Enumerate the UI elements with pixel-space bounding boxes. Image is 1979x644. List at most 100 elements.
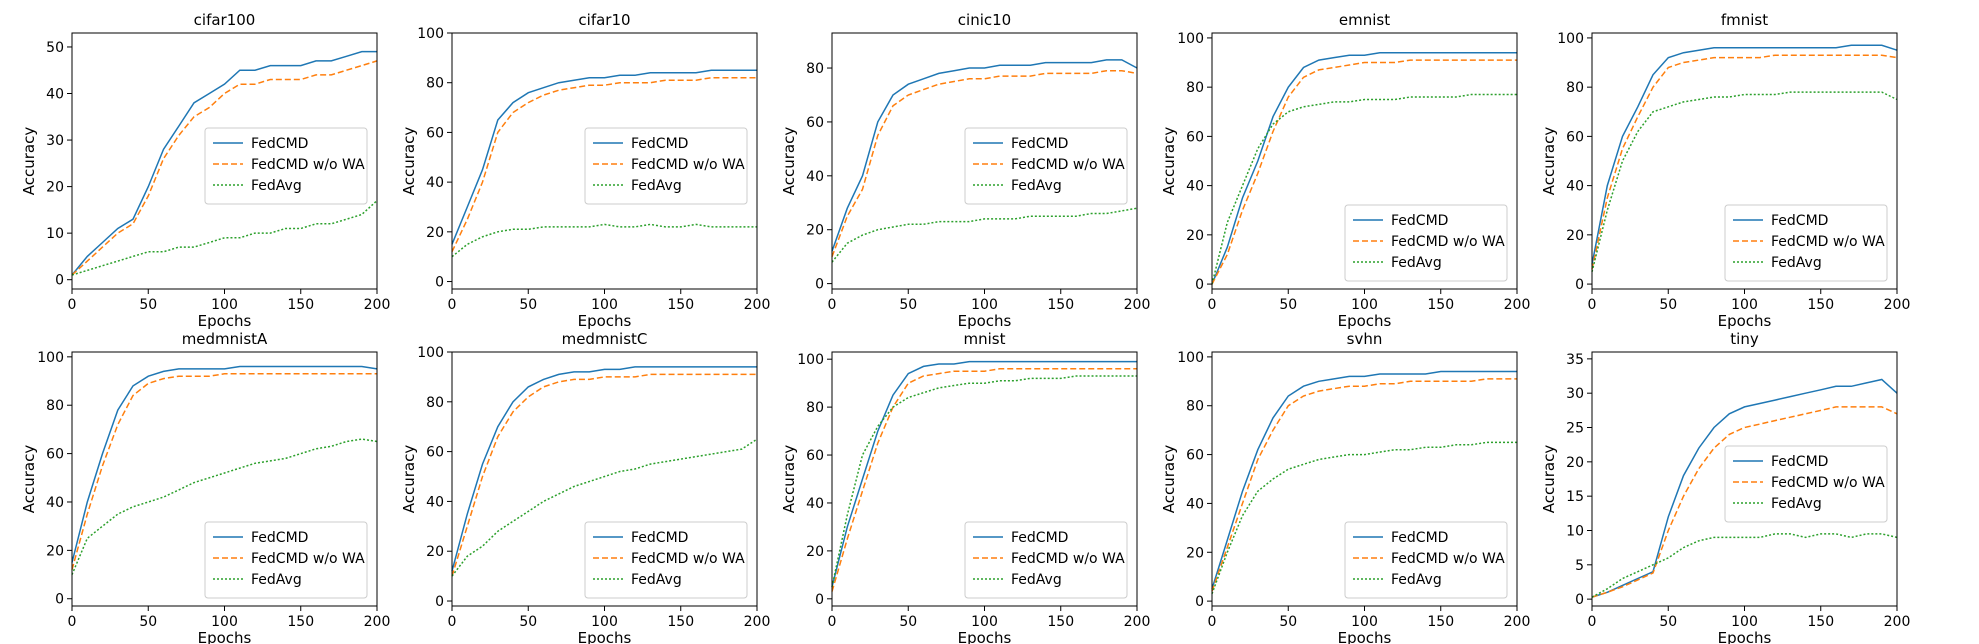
x-tick-label: 100	[1351, 297, 1378, 313]
y-axis-label: Accuracy	[400, 127, 418, 196]
x-tick-label: 50	[899, 614, 917, 630]
subplot-title: svhn	[1347, 330, 1383, 348]
subplot-title: fmnist	[1721, 11, 1768, 29]
x-axis-label: Epochs	[1718, 629, 1772, 644]
y-tick-label: 100	[797, 352, 824, 368]
x-tick-label: 200	[1884, 297, 1911, 313]
y-tick-label: 0	[1195, 594, 1204, 610]
y-tick-label: 0	[55, 592, 64, 608]
x-tick-label: 50	[519, 614, 537, 630]
series-line	[1211, 59, 1517, 285]
legend: FedCMD FedCMD w/o WA FedAvg	[584, 521, 748, 599]
x-tick-label: 100	[971, 297, 998, 313]
x-tick-label: 0	[1208, 614, 1217, 630]
y-tick-label: 100	[1177, 350, 1204, 366]
y-tick-label: 30	[1566, 386, 1584, 402]
y-axis-label: Accuracy	[1540, 127, 1558, 196]
x-tick-label: 100	[971, 614, 998, 630]
y-tick-label: 20	[1186, 228, 1204, 244]
y-axis-label: Accuracy	[780, 445, 798, 514]
y-tick-label: 20	[1566, 228, 1584, 244]
y-tick-label: 50	[46, 40, 64, 56]
y-tick-label: 60	[1566, 129, 1584, 145]
x-tick-label: 50	[139, 297, 157, 313]
x-tick-label: 100	[1351, 614, 1378, 630]
y-tick-label: 20	[806, 223, 824, 239]
series-line	[1591, 44, 1898, 265]
y-tick-label: 40	[46, 495, 64, 511]
legend-label: FedCMD w/o WA	[1771, 234, 1885, 250]
legend-box	[584, 127, 748, 205]
series-line	[831, 375, 1137, 587]
series-line	[1211, 51, 1517, 285]
x-tick-label: 0	[828, 297, 837, 313]
y-tick-label: 40	[806, 169, 824, 185]
subplot-tiny: tiny 0 50 100 150 200 0 5 10 15 20 25 30 35 Epochs Accu…	[1540, 330, 1910, 644]
y-tick-label: 25	[1566, 421, 1584, 437]
x-axis-label: Epochs	[958, 312, 1012, 330]
y-tick-label: 40	[806, 496, 824, 512]
x-tick-label: 100	[591, 614, 618, 630]
x-tick-label: 200	[1504, 614, 1531, 630]
x-axis-label: Epochs	[578, 629, 632, 644]
legend-label: FedCMD w/o WA	[251, 551, 365, 567]
x-tick-label: 0	[1208, 297, 1217, 313]
series-line	[831, 368, 1137, 592]
series-line	[71, 438, 378, 575]
x-tick-label: 0	[448, 614, 457, 630]
y-tick-label: 80	[46, 398, 64, 414]
y-tick-label: 100	[417, 345, 444, 361]
y-tick-label: 80	[1186, 80, 1204, 96]
y-tick-label: 0	[815, 277, 824, 293]
y-tick-label: 80	[1566, 80, 1584, 96]
y-axis-label: Accuracy	[20, 445, 38, 514]
y-tick-label: 20	[426, 225, 444, 241]
y-tick-label: 60	[426, 125, 444, 141]
legend-label: FedCMD w/o WA	[1391, 551, 1505, 567]
y-tick-label: 40	[46, 87, 64, 103]
subplot-cifar10: cifar100 50 100 150 200020406080100EpochsAcc…	[400, 11, 770, 330]
x-tick-label: 100	[211, 614, 238, 630]
legend-label: FedAvg	[631, 572, 682, 588]
subplot-cinic10: cinic10 0 50 100 150 200 0 20 40 60 80 Epochs Accura…	[780, 11, 1150, 330]
legend-label: FedAvg	[251, 572, 302, 588]
legend-label: FedAvg	[1391, 255, 1442, 271]
x-tick-label: 50	[139, 614, 157, 630]
y-tick-label: 30	[46, 133, 64, 149]
legend: FedCMD FedCMD w/o WA FedAvg	[584, 127, 748, 205]
x-tick-label: 100	[591, 297, 618, 313]
x-tick-label: 100	[1731, 614, 1758, 630]
legend: FedCMD FedCMD w/o WA FedAvg	[964, 127, 1128, 205]
series-line	[1211, 378, 1517, 592]
x-tick-label: 200	[1504, 297, 1531, 313]
subplot-title: mnist	[964, 330, 1006, 348]
x-axis-label: Epochs	[198, 312, 252, 330]
y-tick-label: 40	[1186, 496, 1204, 512]
legend-box	[1344, 204, 1508, 282]
x-axis-label: Epochs	[1718, 312, 1772, 330]
legend-box	[964, 521, 1128, 599]
series-line	[451, 76, 757, 253]
y-axis-label: Accuracy	[400, 445, 418, 514]
subplot-title: tiny	[1730, 330, 1759, 348]
y-tick-label: 35	[1566, 352, 1584, 368]
y-tick-label: 60	[426, 445, 444, 461]
y-tick-label: 0	[1575, 592, 1584, 608]
x-tick-label: 150	[287, 614, 314, 630]
y-axis-label: Accuracy	[1160, 127, 1178, 196]
series-line	[71, 373, 377, 570]
legend: FedCMD FedCMD w/o WA FedAvg	[204, 521, 368, 599]
subplot-cifar100: cifar100 0 50 100 150 200 0 10 20 30 40 50 Epochs Acc…	[20, 11, 390, 330]
y-tick-label: 40	[1186, 179, 1204, 195]
y-tick-label: 20	[46, 180, 64, 196]
series-line	[1591, 406, 1898, 598]
series-line	[831, 69, 1138, 257]
y-tick-label: 5	[1575, 558, 1584, 574]
legend-box	[584, 521, 748, 599]
legend: FedCMD FedCMD w/o WA FedAvg	[964, 521, 1128, 599]
series-line	[451, 366, 757, 572]
legend-label: FedCMD	[1391, 213, 1448, 229]
